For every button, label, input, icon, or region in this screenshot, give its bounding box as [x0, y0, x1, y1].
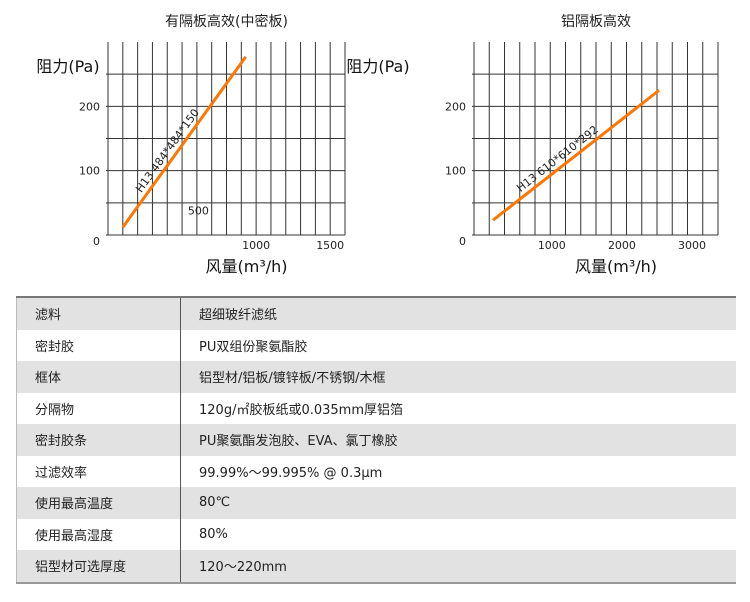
y-tick-label: 200: [79, 100, 100, 113]
y-tick-label: 100: [445, 165, 466, 178]
spec-value: 80℃: [199, 495, 231, 511]
x-tick-label: 1000: [538, 239, 566, 252]
spec-value: PU双组份聚氨酯胶: [199, 339, 308, 355]
x-tick-label: 1000: [242, 239, 270, 252]
x-axis-label: 风量(m³/h): [205, 257, 287, 276]
y-tick-label: 0: [459, 235, 466, 248]
table-row: 滤料 超细玻纤滤纸: [16, 297, 736, 330]
spec-key: 滤料: [16, 297, 181, 330]
x-tick-label: 2000: [608, 239, 636, 252]
spec-value: 超细玻纤滤纸: [199, 308, 278, 324]
spec-value: PU聚氨酯发泡胶、EVA、氯丁橡胶: [199, 434, 398, 450]
table-row: 铝型材可选厚度 120～220mm: [16, 550, 736, 583]
spec-key: 密封胶条: [16, 424, 181, 456]
chart-title: 铝隔板高效: [561, 13, 631, 30]
spec-value: 120～220mm: [199, 560, 287, 576]
series-label: H13 610*610*292: [514, 123, 601, 195]
y-tick-label: 200: [445, 100, 466, 113]
spec-value: 99.99%～99.995% @ 0.3μm: [199, 465, 383, 481]
spec-value: 80%: [199, 526, 228, 542]
table-row: 过滤效率 99.99%～99.995% @ 0.3μm: [16, 455, 736, 487]
table-row: 分隔物 120g/㎡胶板纸或0.035mm厚铝箔: [16, 392, 736, 424]
table-row: 使用最高湿度 80%: [16, 518, 736, 550]
spec-value: 120g/㎡胶板纸或0.035mm厚铝箔: [199, 402, 403, 418]
series-line: [492, 89, 661, 222]
table-row: 密封胶 PU双组份聚氨酯胶: [16, 329, 736, 361]
x-tick-label: 1500: [316, 239, 344, 252]
table-row: 密封胶条 PU聚氨酯发泡胶、EVA、氯丁橡胶: [16, 424, 736, 456]
spec-key: 使用最高温度: [16, 487, 181, 519]
spec-key: 铝型材可选厚度: [16, 550, 181, 583]
y-axis-label: 阻力(Pa): [36, 57, 99, 76]
spec-value: 铝型材/铝板/镀锌板/不锈钢/木框: [199, 371, 386, 387]
chart-title: 有隔板高效(中密板): [165, 13, 288, 30]
spec-key: 使用最高湿度: [16, 518, 181, 550]
spec-key: 密封胶: [16, 329, 181, 361]
y-tick-label: 100: [79, 165, 100, 178]
spec-key: 分隔物: [16, 392, 181, 424]
spec-table: 滤料 超细玻纤滤纸密封胶 PU双组份聚氨酯胶框体 铝型材/铝板/镀锌板/不锈钢/木框分…: [16, 296, 736, 584]
table-row: 使用最高温度 80℃: [16, 487, 736, 519]
spec-key: 框体: [16, 361, 181, 393]
series-line: [121, 55, 247, 229]
x-tick-label: 3000: [678, 239, 706, 252]
y-axis-label: 阻力(Pa): [346, 57, 409, 76]
annotation: 500: [188, 204, 209, 217]
y-tick-label: 0: [93, 235, 100, 248]
spec-key: 过滤效率: [16, 455, 181, 487]
table-row: 框体 铝型材/铝板/镀锌板/不锈钢/木框: [16, 361, 736, 393]
x-axis-label: 风量(m³/h): [575, 257, 657, 276]
